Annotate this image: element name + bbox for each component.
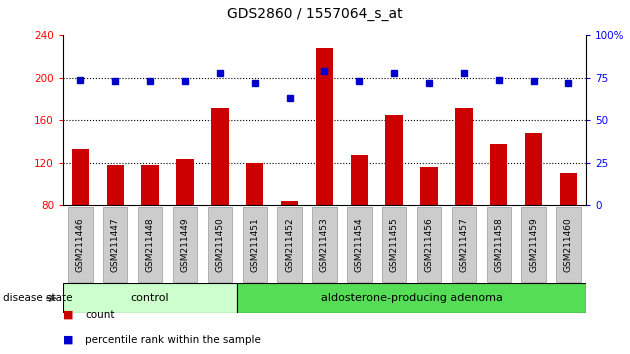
FancyBboxPatch shape bbox=[208, 207, 232, 282]
FancyBboxPatch shape bbox=[417, 207, 441, 282]
FancyBboxPatch shape bbox=[312, 207, 336, 282]
Text: GSM211451: GSM211451 bbox=[250, 217, 259, 272]
Text: aldosterone-producing adenoma: aldosterone-producing adenoma bbox=[321, 293, 503, 303]
Bar bbox=[350, 155, 368, 205]
Bar bbox=[525, 133, 542, 205]
Text: GSM211449: GSM211449 bbox=[181, 217, 190, 272]
Bar bbox=[420, 167, 438, 205]
Text: GSM211447: GSM211447 bbox=[111, 217, 120, 272]
Bar bbox=[211, 108, 229, 205]
FancyBboxPatch shape bbox=[63, 283, 238, 313]
Bar bbox=[141, 165, 159, 205]
FancyBboxPatch shape bbox=[382, 207, 406, 282]
Text: control: control bbox=[131, 293, 169, 303]
Text: GSM211455: GSM211455 bbox=[390, 217, 399, 272]
FancyBboxPatch shape bbox=[486, 207, 511, 282]
FancyBboxPatch shape bbox=[347, 207, 372, 282]
FancyBboxPatch shape bbox=[68, 207, 93, 282]
Bar bbox=[455, 108, 472, 205]
Text: GSM211460: GSM211460 bbox=[564, 217, 573, 272]
Bar bbox=[559, 173, 577, 205]
Text: ■: ■ bbox=[63, 335, 74, 345]
Bar bbox=[106, 165, 124, 205]
Text: GSM211453: GSM211453 bbox=[320, 217, 329, 272]
Text: percentile rank within the sample: percentile rank within the sample bbox=[85, 335, 261, 345]
Bar bbox=[281, 201, 299, 205]
Text: GSM211446: GSM211446 bbox=[76, 217, 85, 272]
Text: disease state: disease state bbox=[3, 293, 72, 303]
Text: GSM211454: GSM211454 bbox=[355, 217, 364, 272]
Text: GDS2860 / 1557064_s_at: GDS2860 / 1557064_s_at bbox=[227, 7, 403, 21]
Text: GSM211459: GSM211459 bbox=[529, 217, 538, 272]
Text: count: count bbox=[85, 310, 115, 320]
Bar bbox=[386, 115, 403, 205]
Bar bbox=[72, 149, 89, 205]
FancyBboxPatch shape bbox=[277, 207, 302, 282]
Text: GSM211457: GSM211457 bbox=[459, 217, 468, 272]
Text: GSM211450: GSM211450 bbox=[215, 217, 224, 272]
Bar bbox=[316, 48, 333, 205]
Bar bbox=[246, 163, 263, 205]
FancyBboxPatch shape bbox=[452, 207, 476, 282]
FancyBboxPatch shape bbox=[238, 283, 586, 313]
FancyBboxPatch shape bbox=[556, 207, 581, 282]
Text: GSM211448: GSM211448 bbox=[146, 217, 154, 272]
Text: GSM211458: GSM211458 bbox=[495, 217, 503, 272]
FancyBboxPatch shape bbox=[138, 207, 163, 282]
Text: GSM211456: GSM211456 bbox=[425, 217, 433, 272]
FancyBboxPatch shape bbox=[243, 207, 267, 282]
Text: GSM211452: GSM211452 bbox=[285, 217, 294, 272]
Bar bbox=[490, 144, 508, 205]
FancyBboxPatch shape bbox=[173, 207, 197, 282]
FancyBboxPatch shape bbox=[522, 207, 546, 282]
Bar bbox=[176, 159, 194, 205]
FancyBboxPatch shape bbox=[103, 207, 127, 282]
Text: ■: ■ bbox=[63, 310, 74, 320]
